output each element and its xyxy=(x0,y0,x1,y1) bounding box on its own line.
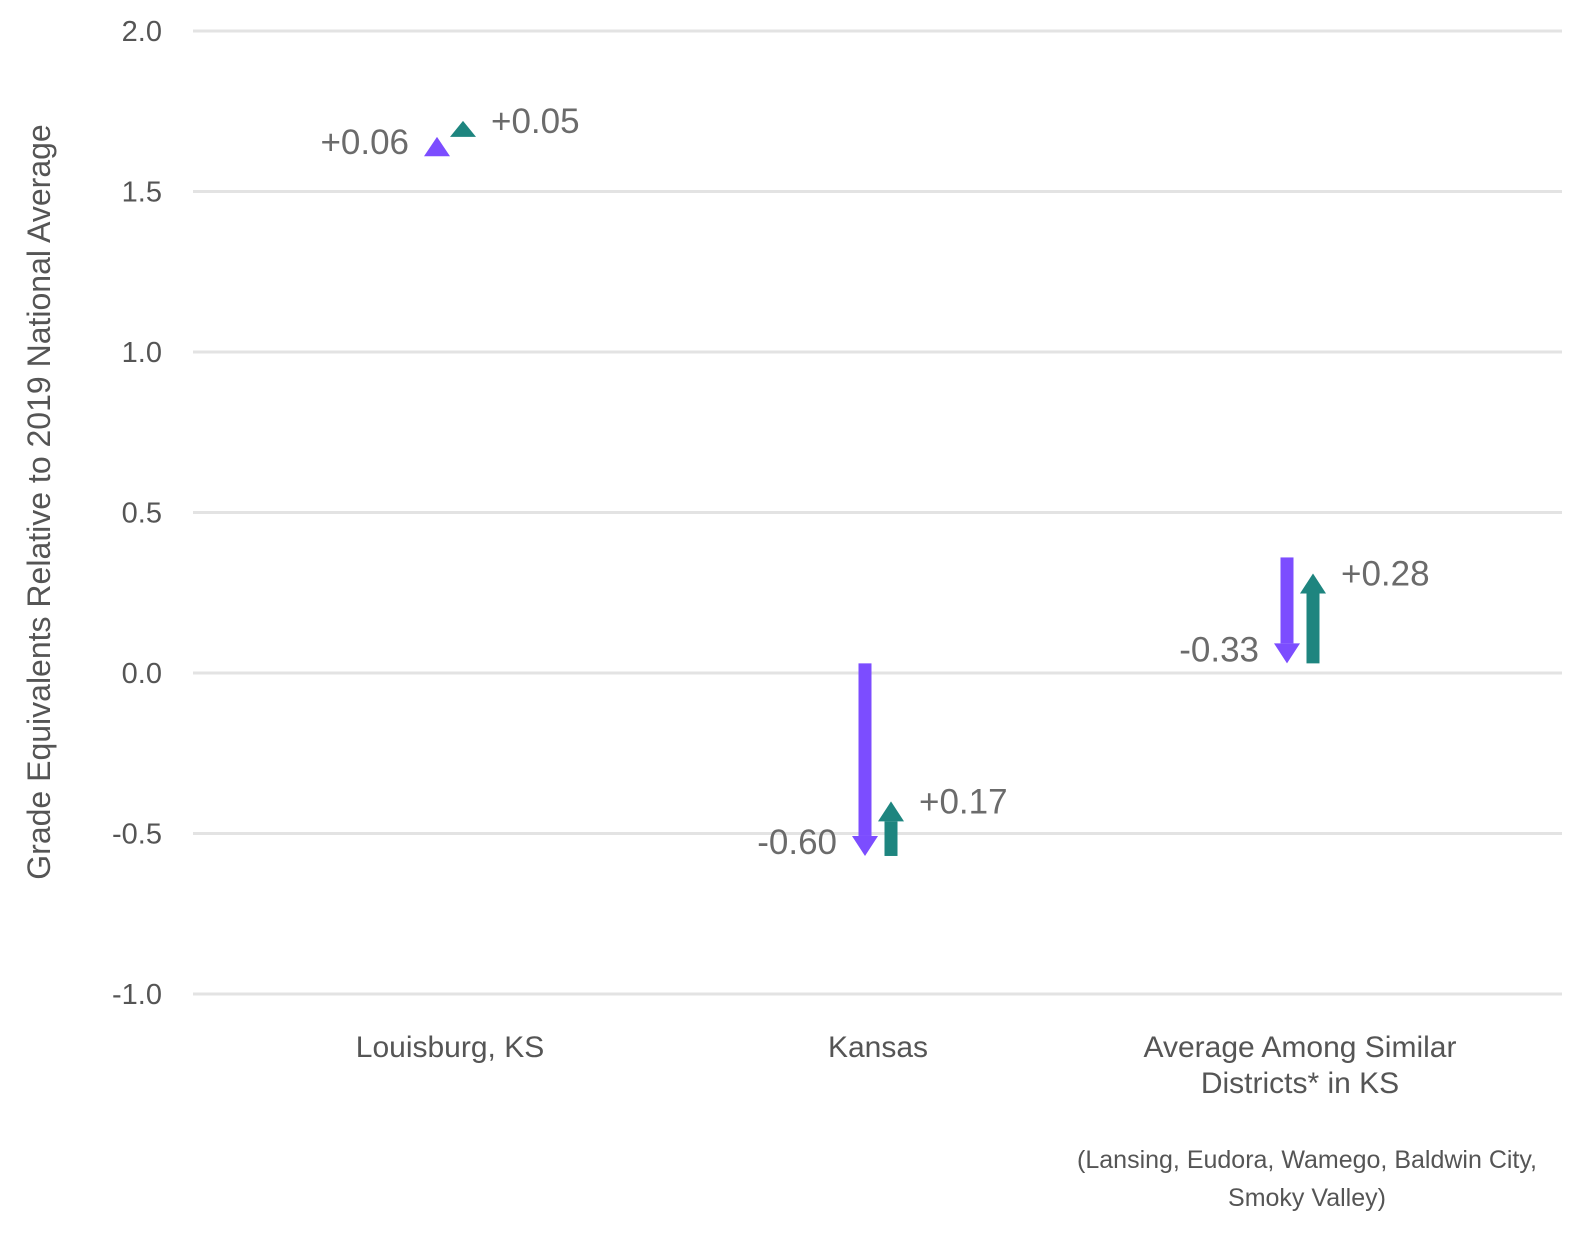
arrow-head xyxy=(852,835,878,856)
category-note: Smoky Valley) xyxy=(1228,1184,1386,1212)
y-tick-label: 0.5 xyxy=(122,498,162,530)
y-axis-ticks: 2.0 1.5 1.0 0.5 0.0 -0.5 -1.0 xyxy=(112,16,162,1011)
y-tick-label: 1.0 xyxy=(122,337,162,369)
arrow-head xyxy=(424,136,450,157)
data-label: -0.33 xyxy=(1179,630,1259,669)
data-label: +0.28 xyxy=(1341,554,1430,593)
data-label: -0.60 xyxy=(757,823,837,862)
category-label: Average Among Similar xyxy=(1144,1031,1457,1064)
teal-change-arrow xyxy=(450,120,476,137)
purple-change-arrow xyxy=(1274,557,1300,664)
category-note: (Lansing, Eudora, Wamego, Baldwin City, xyxy=(1077,1146,1537,1174)
data-label: +0.17 xyxy=(919,782,1008,821)
category-labels: Louisburg, KS Kansas Average Among Similar… xyxy=(356,1031,1537,1212)
y-tick-label: -0.5 xyxy=(112,819,162,851)
data-label: +0.05 xyxy=(491,102,580,141)
purple-change-arrow xyxy=(424,136,450,157)
arrow-head xyxy=(878,801,904,822)
arrow-shaft xyxy=(884,821,898,856)
y-tick-label: -1.0 xyxy=(112,979,162,1011)
arrow-head xyxy=(1300,573,1326,594)
data-label: +0.06 xyxy=(320,123,409,162)
arrow-marks: +0.06 +0.05 -0.60 +0.17 -0.33 +0.28 xyxy=(320,102,1429,862)
y-tick-label: 2.0 xyxy=(122,16,162,48)
category-label: Louisburg, KS xyxy=(356,1031,544,1064)
teal-change-arrow xyxy=(878,801,904,856)
gridlines xyxy=(193,29,1562,996)
y-tick-label: 0.0 xyxy=(122,658,162,690)
teal-change-arrow xyxy=(1300,573,1326,664)
arrow-head xyxy=(450,120,476,137)
category-label: Kansas xyxy=(828,1031,928,1064)
y-tick-label: 1.5 xyxy=(122,177,162,209)
category-label: Districts* in KS xyxy=(1201,1067,1399,1100)
purple-change-arrow xyxy=(852,663,878,856)
arrow-head xyxy=(1274,643,1300,664)
arrow-shaft xyxy=(1280,557,1294,644)
arrow-shaft xyxy=(858,663,872,836)
arrow-shaft xyxy=(1306,593,1320,664)
y-axis-title: Grade Equivalents Relative to 2019 Natio… xyxy=(21,124,57,879)
